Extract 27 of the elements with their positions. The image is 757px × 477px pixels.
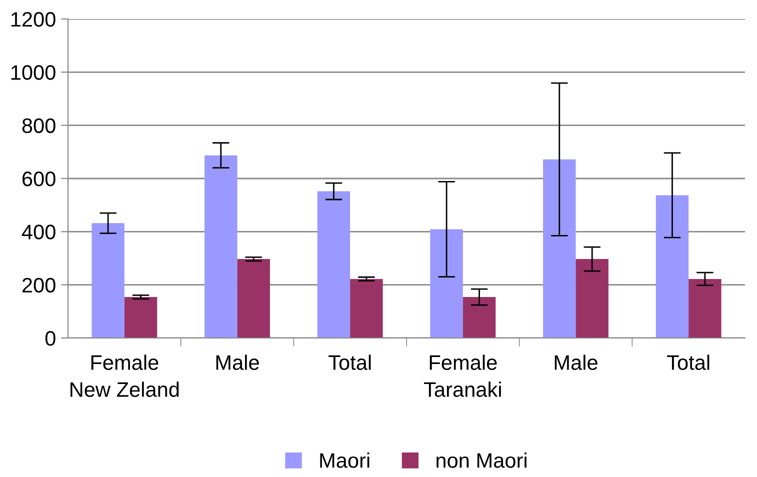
x-tick-label: Female Taranaki [424, 354, 501, 397]
bar [124, 297, 158, 338]
bar [350, 278, 383, 338]
bar [237, 259, 270, 338]
bar [92, 223, 124, 338]
y-tick-label: 400 [22, 224, 56, 240]
x-tick-label: Male [554, 354, 598, 370]
bar [317, 191, 350, 338]
y-tick-label: 600 [22, 172, 56, 186]
x-tick-label: Total [667, 354, 710, 370]
legend-label: Maori [320, 452, 370, 468]
bar [543, 159, 576, 338]
x-tick-label: Female New Zeland [70, 354, 179, 397]
x-tick-label: Total [328, 354, 371, 370]
y-tick-label: 800 [22, 118, 56, 134]
bar [204, 155, 238, 338]
y-tick-label: 200 [22, 278, 56, 293]
x-tick-label: Male [216, 354, 259, 370]
legend-label: non Maori [436, 452, 526, 468]
bar [656, 195, 689, 338]
y-tick-label: 1000 [11, 65, 56, 80]
y-tick-label: 0 [45, 331, 56, 346]
bar [688, 278, 722, 338]
bar [576, 259, 608, 338]
bar [430, 229, 463, 338]
bar [462, 297, 496, 338]
y-tick-label: 1200 [11, 12, 56, 27]
